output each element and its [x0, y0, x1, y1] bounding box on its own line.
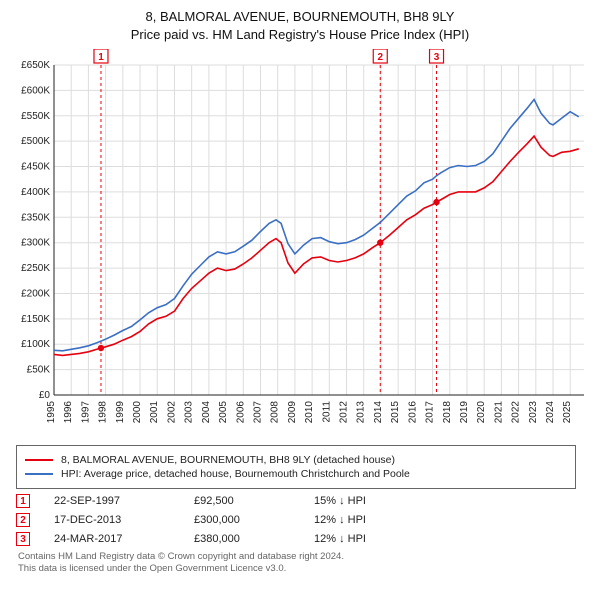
sales-row-hpi: 15% ↓ HPI [314, 495, 366, 507]
legend-swatch [25, 473, 53, 475]
x-tick-label: 2006 [235, 401, 246, 424]
x-tick-label: 2013 [356, 401, 367, 424]
footnote: Contains HM Land Registry data © Crown c… [18, 551, 582, 576]
x-tick-label: 2018 [442, 401, 453, 424]
x-tick-label: 1997 [80, 401, 91, 424]
x-tick-label: 2009 [287, 401, 298, 424]
x-tick-label: 2005 [218, 401, 229, 424]
y-tick-label: £400K [21, 187, 50, 198]
y-tick-label: £550K [21, 111, 50, 122]
y-tick-label: £300K [21, 238, 50, 249]
x-tick-label: 2016 [407, 401, 418, 424]
chart-bg [8, 49, 592, 439]
sales-row-date: 24-MAR-2017 [54, 533, 194, 545]
x-tick-label: 2001 [149, 401, 160, 424]
y-tick-label: £150K [21, 314, 50, 325]
y-tick-label: £650K [21, 60, 50, 71]
title-line-1: 8, BALMORAL AVENUE, BOURNEMOUTH, BH8 9LY [8, 8, 592, 26]
legend-row: 8, BALMORAL AVENUE, BOURNEMOUTH, BH8 9LY… [25, 454, 567, 466]
x-tick-label: 2012 [339, 401, 350, 424]
sale-marker-number: 2 [377, 52, 383, 63]
sales-row-price: £380,000 [194, 533, 314, 545]
y-tick-label: £100K [21, 339, 50, 350]
sales-row-marker: 2 [16, 513, 30, 527]
footnote-line-2: This data is licensed under the Open Gov… [18, 563, 582, 575]
x-tick-label: 2007 [252, 401, 263, 424]
legend-label: HPI: Average price, detached house, Bour… [61, 468, 410, 480]
x-tick-label: 2000 [132, 401, 143, 424]
sale-marker-number: 1 [98, 52, 104, 63]
x-tick-label: 2003 [184, 401, 195, 424]
chart-svg: £0 £50K £100K £150K £200K £250K £300K £350K £400… [8, 49, 592, 439]
y-tick-label: £50K [27, 365, 51, 376]
x-tick-label: 2024 [545, 401, 556, 424]
x-tick-label: 2025 [562, 401, 573, 424]
x-tick-label: 2010 [304, 401, 315, 424]
x-tick-label: 1995 [46, 401, 57, 424]
sales-row-price: £300,000 [194, 514, 314, 526]
legend-row: HPI: Average price, detached house, Bour… [25, 468, 567, 480]
x-tick-label: 2022 [511, 401, 522, 424]
x-tick-label: 2017 [425, 401, 436, 424]
x-tick-label: 2011 [321, 401, 332, 423]
y-tick-label: £450K [21, 162, 50, 173]
sales-row: 3 24-MAR-2017£380,00012% ↓ HPI [16, 532, 584, 546]
sales-row: 2 17-DEC-2013£300,00012% ↓ HPI [16, 513, 584, 527]
x-tick-label: 2019 [459, 401, 470, 424]
sales-row-hpi: 12% ↓ HPI [314, 514, 366, 526]
y-tick-label: £0 [39, 390, 51, 401]
x-tick-label: 2014 [373, 401, 384, 424]
x-tick-label: 2002 [166, 401, 177, 424]
y-tick-label: £250K [21, 263, 50, 274]
sales-row-date: 22-SEP-1997 [54, 495, 194, 507]
legend-label: 8, BALMORAL AVENUE, BOURNEMOUTH, BH8 9LY… [61, 454, 395, 466]
x-tick-label: 1999 [115, 401, 126, 424]
legend: 8, BALMORAL AVENUE, BOURNEMOUTH, BH8 9LY… [16, 445, 576, 489]
sales-row: 1 22-SEP-1997£92,50015% ↓ HPI [16, 494, 584, 508]
x-tick-label: 1998 [98, 401, 109, 424]
legend-swatch [25, 459, 53, 461]
y-tick-label: £200K [21, 289, 50, 300]
x-tick-label: 2021 [493, 401, 504, 424]
x-tick-label: 2015 [390, 401, 401, 424]
page-title: 8, BALMORAL AVENUE, BOURNEMOUTH, BH8 9LY… [8, 8, 592, 43]
price-chart: £0 £50K £100K £150K £200K £250K £300K £350K £400… [8, 49, 592, 439]
sales-table: 1 22-SEP-1997£92,50015% ↓ HPI 2 17-DEC-2013… [16, 494, 584, 546]
x-tick-label: 2020 [476, 401, 487, 424]
sales-row-hpi: 12% ↓ HPI [314, 533, 366, 545]
x-tick-label: 2004 [201, 401, 212, 424]
title-line-2: Price paid vs. HM Land Registry's House … [8, 26, 592, 44]
footnote-line-1: Contains HM Land Registry data © Crown c… [18, 551, 582, 563]
x-tick-label: 2008 [270, 401, 281, 424]
sales-row-price: £92,500 [194, 495, 314, 507]
sale-marker-number: 3 [434, 52, 440, 63]
y-tick-label: £350K [21, 212, 50, 223]
sales-row-date: 17-DEC-2013 [54, 514, 194, 526]
x-tick-label: 1996 [63, 401, 74, 424]
sales-row-marker: 3 [16, 532, 30, 546]
sales-row-marker: 1 [16, 494, 30, 508]
x-tick-label: 2023 [528, 401, 539, 424]
y-tick-label: £500K [21, 136, 50, 147]
y-tick-label: £600K [21, 85, 50, 96]
